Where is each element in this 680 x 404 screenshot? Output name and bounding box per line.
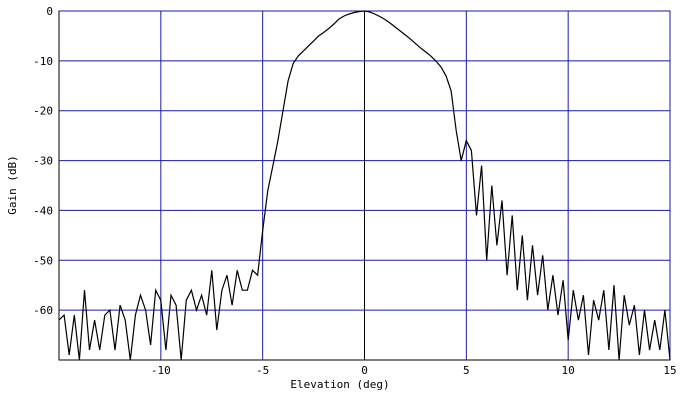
y-tick-label: -50: [33, 254, 53, 267]
x-tick-label: 0: [361, 364, 368, 377]
y-tick-label: -60: [33, 304, 53, 317]
x-axis-label: Elevation (deg): [290, 378, 389, 391]
y-tick-label: -10: [33, 55, 53, 68]
x-tick-label: -10: [151, 364, 171, 377]
data-line: [58, 10, 671, 361]
y-tick-label: -40: [33, 204, 53, 217]
x-tick-label: -5: [256, 364, 269, 377]
y-tick-label: -20: [33, 105, 53, 118]
x-tick-label: 15: [663, 364, 676, 377]
y-tick-label: 0: [46, 5, 53, 18]
y-tick-label: -30: [33, 155, 53, 168]
x-tick-label: 10: [562, 364, 575, 377]
x-tick-label: 5: [463, 364, 470, 377]
y-axis-label: Gain (dB): [6, 155, 19, 215]
